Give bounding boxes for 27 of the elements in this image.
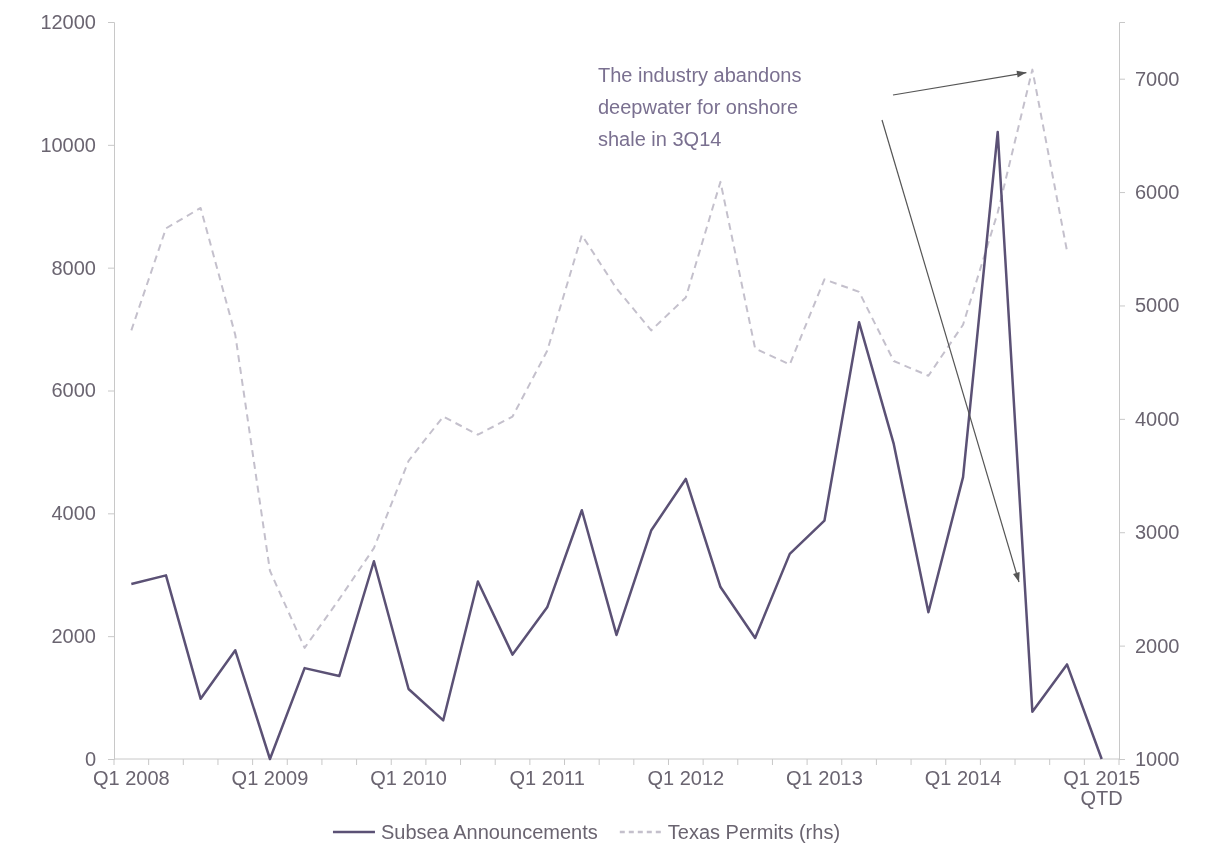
y2-tick-label: 6000 — [1135, 180, 1180, 203]
x-tick-label: Q1 2008 — [92, 767, 170, 789]
y2-tick-label: 5000 — [1135, 294, 1180, 317]
line-series — [130, 130, 1103, 761]
y-tick-label: 4000 — [51, 502, 96, 525]
y-tick-label: 10000 — [40, 133, 96, 156]
x-tick-label: Q1 2012 — [647, 767, 725, 789]
y-tick-label: 8000 — [51, 256, 96, 279]
y2-tick-label: 7000 — [1135, 67, 1180, 90]
y2-tick-label: 4000 — [1135, 407, 1180, 430]
y-tick-label: 6000 — [51, 379, 96, 402]
x-tick-label: Q1 2014 — [924, 767, 1002, 789]
y2-tick-label: 1000 — [1135, 747, 1180, 770]
x-tick-label: Q1 2010 — [370, 767, 447, 789]
line-series — [130, 68, 1069, 649]
y-tick-label: 12000 — [40, 10, 96, 33]
x-tick-label: Q1 2011 — [509, 767, 585, 789]
y2-tick-label: 2000 — [1135, 634, 1180, 657]
x-tick-label: Q1 2013 — [786, 767, 863, 789]
y-tick-label: 0 — [84, 747, 96, 770]
y-tick-label: 2000 — [51, 625, 96, 648]
legend-label: Texas Permits (rhs) — [667, 821, 841, 843]
legend-label: Subsea Announcements — [380, 821, 598, 843]
annotation: The industry abandons deepwater for onshore shale in 3Q14 — [598, 64, 802, 150]
x-tick-label: Q1 2015 QTD — [1063, 767, 1141, 809]
y2-tick-label: 3000 — [1135, 521, 1180, 544]
x-tick-label: Q1 2009 — [231, 767, 309, 789]
